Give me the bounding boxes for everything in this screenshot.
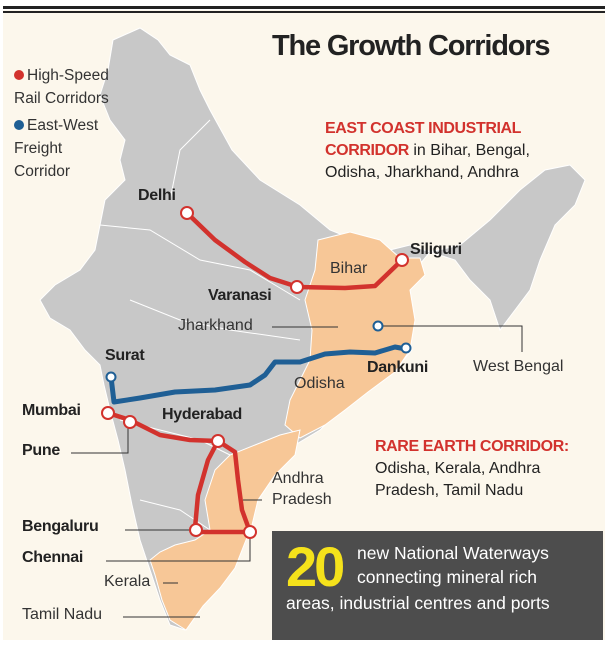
rail-delhi-siliguri [184,210,405,291]
marker-dankuni [400,342,412,354]
legend-rail-line1: High-Speed [27,67,109,84]
label-mumbai: Mumbai [22,402,81,419]
label-dankuni: Dankuni [367,359,429,376]
rare-earth-heading: RARE EARTH CORRIDOR: [375,438,569,455]
marker-surat [105,371,117,383]
east-coast-text-2: Odisha, Jharkhand, Andhra [325,164,519,181]
marker-siliguri [395,253,409,267]
marker-west-bengal [372,320,384,332]
label-odisha: Odisha [294,375,345,392]
marker-mumbai [101,406,115,420]
label-hyderabad: Hyderabad [162,406,242,423]
legend-freight-line2: Freight [14,140,63,157]
freight-corridor [108,344,409,405]
top-rule [3,6,605,9]
rare-earth-note: RARE EARTH CORRIDOR: Odisha, Kerala, And… [375,436,569,502]
legend-freight-line3: Corridor [14,163,70,180]
waterways-text-1: new National Waterways [357,543,549,563]
red-dot-icon [14,70,24,80]
label-bihar: Bihar [330,260,368,277]
label-surat: Surat [105,347,145,364]
northeast-land [428,164,586,332]
legend-item-freight: East-West Freight Corridor [14,114,109,183]
legend-item-rail: High-Speed Rail Corridors [14,64,109,110]
label-chennai: Chennai [22,549,84,566]
east-coast-text: in Bihar, Bengal, [408,142,530,159]
legend: High-Speed Rail Corridors East-West Frei… [14,64,109,183]
east-coast-heading-2: CORRIDOR [325,142,409,159]
east-states [284,231,426,439]
rare-earth-text-2: Pradesh, Tamil Nadu [375,482,524,499]
label-andhra-1: Andhra [272,470,324,487]
label-andhra-2: Pradesh [272,491,332,508]
label-siliguri: Siliguri [410,241,462,258]
blue-dot-icon [14,120,24,130]
east-coast-note: EAST COAST INDUSTRIAL CORRIDOR in Bihar,… [325,118,530,184]
label-pune: Pune [22,442,60,459]
page-title: The Growth Corridors [272,30,550,62]
marker-chennai [243,525,257,539]
marker-bengaluru [189,523,203,537]
waterways-count: 20 [286,535,345,598]
legend-rail-line2: Rail Corridors [14,90,109,107]
rare-earth-text: Odisha, Kerala, Andhra [375,460,541,477]
waterways-text-2: connecting mineral rich [357,567,537,587]
waterways-callout: 20 new National Waterways connecting min… [272,531,603,640]
rail-mumbai-chennai [105,410,253,535]
label-delhi: Delhi [138,187,176,204]
marker-pune [123,415,137,429]
marker-varanasi [290,280,304,294]
label-tamil-nadu: Tamil Nadu [22,606,103,623]
label-bengaluru: Bengaluru [22,518,99,535]
waterways-text-3: areas, industrial centres and ports [286,593,550,613]
legend-freight-line1: East-West [27,117,99,134]
label-varanasi: Varanasi [208,287,272,304]
marker-hyderabad [211,434,225,448]
label-kerala: Kerala [104,573,151,590]
east-coast-heading: EAST COAST INDUSTRIAL [325,120,522,137]
label-jharkhand: Jharkhand [178,317,253,334]
label-west-bengal: West Bengal [473,358,564,375]
marker-delhi [180,206,194,220]
top-rule-thin [3,11,605,13]
